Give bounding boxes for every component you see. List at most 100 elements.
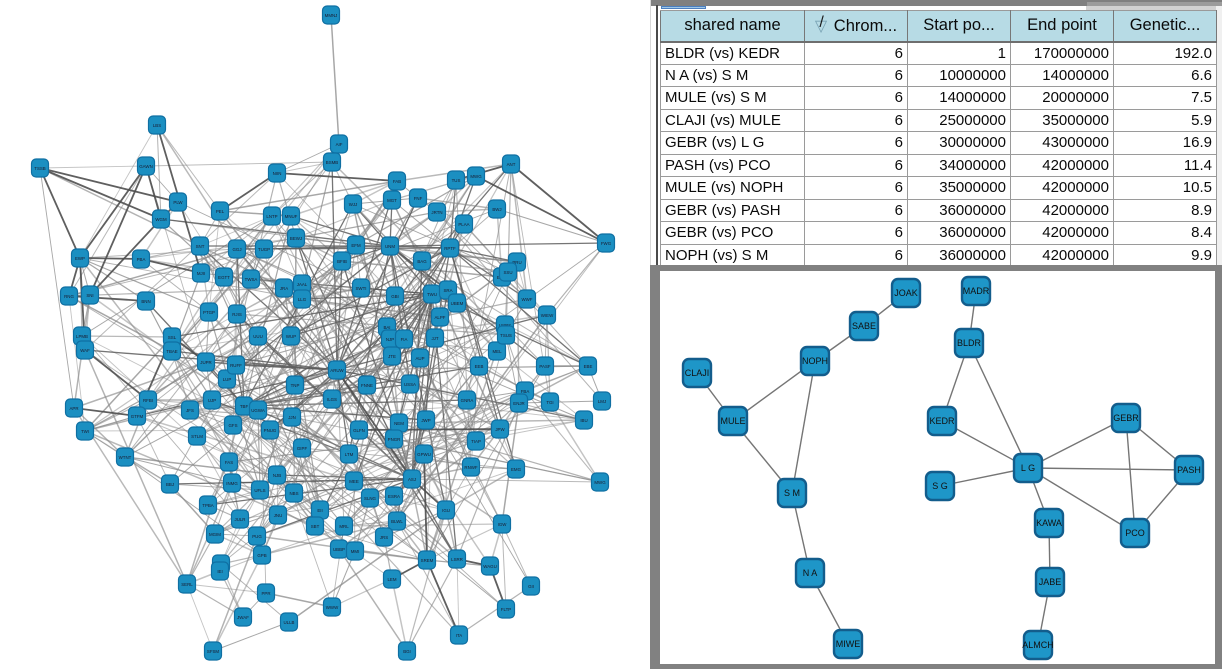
- svg-text:CLAJI: CLAJI: [685, 368, 710, 378]
- svg-text:TGI: TGI: [546, 400, 553, 405]
- svg-text:EWP: EWP: [75, 256, 85, 261]
- svg-text:WIEW: WIEW: [541, 313, 554, 318]
- svg-text:JAAL: JAAL: [297, 282, 308, 287]
- svg-text:SRA: SRA: [443, 288, 452, 293]
- svg-text:NOPH: NOPH: [802, 356, 828, 366]
- svg-text:JUPR: JUPR: [200, 360, 211, 365]
- svg-text:EEB: EEB: [475, 364, 484, 369]
- svg-text:NJP: NJP: [386, 337, 394, 342]
- svg-text:RUFF: RUFF: [230, 363, 242, 368]
- svg-text:INMG: INMG: [226, 481, 238, 486]
- svg-text:MGIM: MGIM: [209, 532, 221, 537]
- svg-text:TPBA: TPBA: [202, 503, 214, 508]
- svg-text:JPW: JPW: [495, 427, 505, 432]
- svg-text:RNWF: RNWF: [464, 465, 477, 470]
- svg-text:EGTT: EGTT: [218, 275, 230, 280]
- svg-text:L G: L G: [1021, 463, 1035, 473]
- svg-text:LUP: LUP: [223, 377, 232, 382]
- svg-text:MMNJ: MMNJ: [325, 13, 338, 18]
- svg-text:TSUS: TSUS: [500, 333, 512, 338]
- svg-text:MULE: MULE: [720, 416, 745, 426]
- svg-text:UFLS: UFLS: [254, 488, 265, 493]
- svg-text:SNT: SNT: [196, 244, 205, 249]
- svg-text:WWF: WWF: [522, 297, 533, 302]
- svg-text:TIAP: TIAP: [471, 439, 481, 444]
- svg-text:MMI: MMI: [351, 549, 360, 554]
- svg-text:LEM: LEM: [387, 577, 396, 582]
- svg-text:SERL: SERL: [181, 582, 193, 587]
- svg-text:FWG: FWG: [601, 241, 612, 246]
- svg-text:TWU: TWU: [427, 292, 437, 297]
- svg-text:WGM: WGM: [155, 217, 167, 222]
- svg-text:PLAA: PLAA: [458, 222, 469, 227]
- svg-text:UBEM: UBEM: [451, 301, 464, 306]
- svg-text:LTM: LTM: [345, 452, 354, 457]
- svg-text:TBAE: TBAE: [166, 349, 178, 354]
- svg-text:SFSM: SFSM: [207, 649, 220, 654]
- svg-text:BAI: BAI: [383, 325, 390, 330]
- svg-text:MNUF: MNUF: [285, 214, 298, 219]
- svg-text:MWG: MWG: [594, 480, 606, 485]
- svg-text:SSL: SSL: [168, 335, 177, 340]
- svg-text:IEI: IEI: [217, 569, 222, 574]
- svg-text:SNI: SNI: [86, 293, 93, 298]
- svg-text:WAF: WAF: [80, 348, 90, 353]
- svg-text:EMG: EMG: [511, 467, 522, 472]
- svg-text:JFS: JFS: [186, 408, 194, 413]
- svg-text:JWP: JWP: [421, 418, 430, 423]
- svg-text:WUP: WUP: [286, 334, 296, 339]
- svg-text:ENJR: ENJR: [513, 401, 524, 406]
- svg-text:TUGP: TUGP: [258, 247, 270, 252]
- svg-text:NEM: NEM: [394, 421, 404, 426]
- svg-text:BWJ: BWJ: [492, 207, 501, 212]
- svg-text:S G: S G: [932, 481, 948, 491]
- svg-text:GIPF: GIPF: [297, 446, 308, 451]
- svg-text:BNN: BNN: [141, 299, 150, 304]
- svg-text:KAWA: KAWA: [1036, 518, 1062, 528]
- svg-text:FAB: FAB: [393, 179, 401, 184]
- svg-text:GTFM: GTFM: [131, 414, 144, 419]
- svg-text:UJP: UJP: [208, 398, 216, 403]
- svg-text:NIIN: NIIN: [273, 171, 282, 176]
- svg-text:BLDR: BLDR: [957, 338, 982, 348]
- svg-text:ASJ: ASJ: [408, 477, 416, 482]
- svg-text:BAG: BAG: [417, 259, 427, 264]
- svg-text:JOAK: JOAK: [894, 288, 918, 298]
- svg-text:JRA: JRA: [280, 286, 288, 291]
- svg-text:KEDR: KEDR: [929, 416, 955, 426]
- svg-text:PEL: PEL: [216, 209, 225, 214]
- svg-text:JRS: JRS: [380, 535, 388, 540]
- svg-text:TWI: TWI: [81, 429, 89, 434]
- svg-text:MADR: MADR: [963, 286, 990, 296]
- svg-text:APR: APR: [69, 406, 78, 411]
- svg-text:LSRR: LSRR: [451, 557, 463, 562]
- svg-text:MGT: MGT: [387, 198, 397, 203]
- svg-text:LMJ: LMJ: [598, 399, 606, 404]
- svg-text:FLTP: FLTP: [501, 607, 511, 612]
- svg-text:ARUW: ARUW: [330, 368, 344, 373]
- svg-text:RFBI: RFBI: [143, 398, 153, 403]
- svg-text:PTGP: PTGP: [203, 310, 215, 315]
- svg-text:WJJ: WJJ: [349, 202, 358, 207]
- svg-text:IGW: IGW: [498, 522, 508, 527]
- svg-text:PUG: PUG: [252, 534, 262, 539]
- svg-text:JULR: JULR: [235, 517, 246, 522]
- svg-text:JJT: JJT: [431, 336, 438, 341]
- svg-text:MEL: MEL: [492, 349, 502, 354]
- svg-text:PCO: PCO: [1125, 528, 1145, 538]
- svg-text:BSMB: BSMB: [326, 160, 339, 165]
- svg-text:TWSA: TWSA: [245, 277, 258, 282]
- svg-text:UNM: UNM: [385, 244, 395, 249]
- svg-text:MJII: MJII: [197, 271, 205, 276]
- svg-text:IBU: IBU: [580, 418, 587, 423]
- svg-text:TNP: TNP: [291, 383, 300, 388]
- svg-text:GEBR: GEBR: [1113, 413, 1139, 423]
- svg-text:LWRS: LWRS: [499, 323, 511, 328]
- svg-text:WWW: WWW: [326, 605, 339, 610]
- svg-text:WTNT: WTNT: [119, 455, 132, 460]
- svg-text:JNU: JNU: [274, 513, 283, 518]
- svg-text:EII: EII: [317, 508, 322, 513]
- svg-text:FAS: FAS: [225, 460, 233, 465]
- svg-text:BBJ: BBJ: [166, 482, 174, 487]
- svg-text:RNG: RNG: [64, 294, 74, 299]
